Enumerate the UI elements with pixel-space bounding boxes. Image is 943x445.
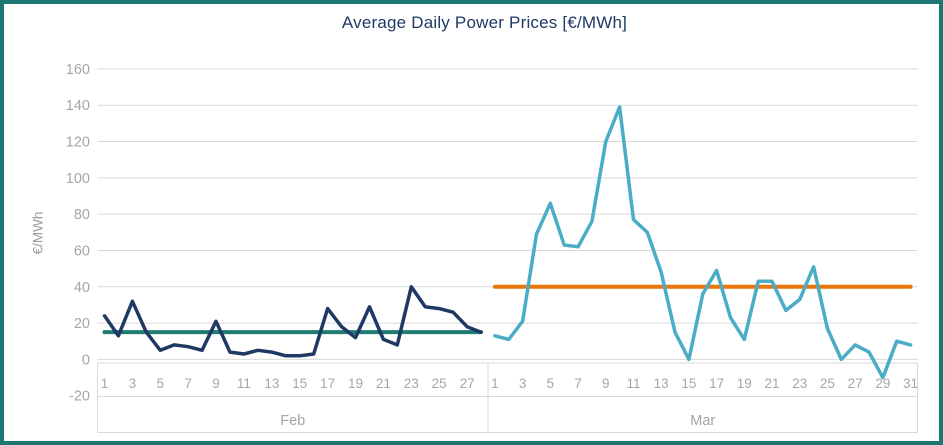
- y-tick-label--20: -20: [69, 389, 90, 405]
- y-tick-label-140: 140: [66, 98, 90, 114]
- y-axis-title: €/MWh: [30, 211, 46, 255]
- y-tick-label-20: 20: [74, 316, 90, 332]
- feb-day-tick-label-19: 19: [348, 376, 363, 391]
- feb-day-tick-label-3: 3: [129, 376, 137, 391]
- y-tick-label-0: 0: [82, 352, 90, 368]
- feb-day-tick-label-11: 11: [237, 376, 251, 391]
- y-tick-label-120: 120: [66, 135, 90, 151]
- chart-title: Average Daily Power Prices [€/MWh]: [341, 13, 628, 32]
- feb-day-tick-label-5: 5: [157, 376, 165, 391]
- mar-day-tick-label-13: 13: [654, 376, 669, 391]
- mar-day-tick-label-15: 15: [681, 376, 696, 391]
- feb-day-tick-label-25: 25: [432, 376, 447, 391]
- mar-series-line: [493, 105, 913, 380]
- feb-day-tick-label-23: 23: [404, 376, 419, 391]
- feb-day-tick-label-1: 1: [101, 376, 109, 391]
- mar-day-tick-label-17: 17: [709, 376, 724, 391]
- mar-day-tick-label-11: 11: [626, 376, 640, 391]
- feb-day-tick-label-7: 7: [184, 376, 192, 391]
- y-tick-label-60: 60: [74, 243, 90, 259]
- mar-day-tick-label-5: 5: [547, 376, 555, 391]
- y-tick-label-100: 100: [66, 171, 90, 187]
- mar-day-tick-label-23: 23: [792, 376, 807, 391]
- y-tick-label-40: 40: [74, 280, 90, 296]
- mar-day-tick-label-31: 31: [903, 376, 918, 391]
- feb-day-tick-label-21: 21: [376, 376, 391, 391]
- feb-day-tick-label-17: 17: [320, 376, 335, 391]
- mar-day-tick-label-19: 19: [737, 376, 752, 391]
- mar-day-tick-label-27: 27: [848, 376, 863, 391]
- mar-day-tick-label-1: 1: [491, 376, 499, 391]
- mar-day-tick-label-9: 9: [602, 376, 610, 391]
- feb-day-tick-label-15: 15: [292, 376, 307, 391]
- month-label-mar: Mar: [690, 413, 715, 429]
- y-tick-label-80: 80: [74, 207, 90, 223]
- feb-series-line: [102, 285, 483, 358]
- mar-day-tick-label-21: 21: [765, 376, 780, 391]
- mar-day-tick-label-25: 25: [820, 376, 835, 391]
- mar-day-tick-label-7: 7: [574, 376, 582, 391]
- mar-day-tick-label-29: 29: [875, 376, 890, 391]
- feb-day-tick-label-13: 13: [264, 376, 279, 391]
- mar-day-tick-label-3: 3: [519, 376, 527, 391]
- feb-day-tick-label-9: 9: [212, 376, 220, 391]
- month-label-feb: Feb: [280, 413, 305, 429]
- y-tick-label-160: 160: [66, 62, 90, 78]
- feb-day-tick-label-27: 27: [460, 376, 475, 391]
